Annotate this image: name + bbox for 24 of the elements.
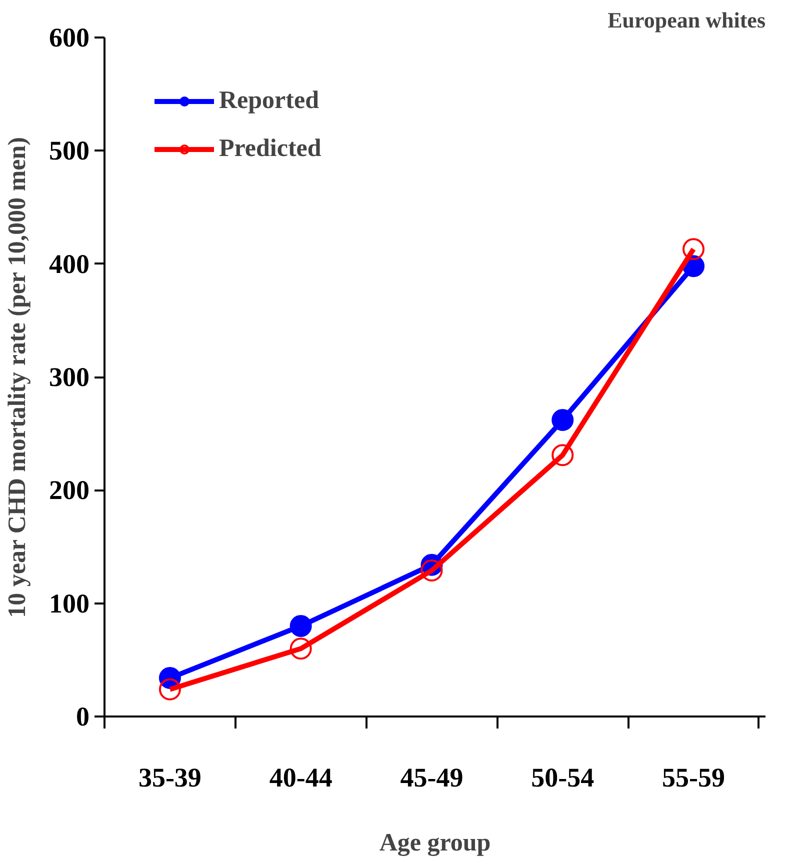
y-tick-label: 600 bbox=[49, 22, 90, 52]
y-tick-label: 500 bbox=[49, 136, 90, 166]
x-tick-label: 55-59 bbox=[662, 762, 726, 792]
point bbox=[158, 678, 181, 700]
point bbox=[682, 238, 705, 260]
chart-title: European whites bbox=[608, 8, 766, 32]
point bbox=[290, 638, 312, 660]
y-tick-label: 300 bbox=[49, 362, 90, 392]
y-tick-label: 400 bbox=[49, 248, 90, 279]
y-tick-label: 0 bbox=[76, 702, 90, 732]
y-axis-title: 10 year CHD mortality rate (per 10,000 men) bbox=[4, 136, 31, 618]
point bbox=[290, 614, 312, 637]
x-tick-label: 40-44 bbox=[269, 762, 332, 792]
point bbox=[552, 409, 574, 431]
y-tick-label: 200 bbox=[49, 475, 90, 506]
x-tick-label: 35-39 bbox=[138, 762, 202, 792]
x-tick-label: 50-54 bbox=[531, 762, 594, 792]
legend-label: Predicted bbox=[219, 135, 322, 163]
x-tick-label: 45-49 bbox=[400, 762, 464, 792]
x-axis-title: Age group bbox=[379, 830, 491, 856]
point bbox=[420, 560, 443, 582]
point bbox=[552, 444, 574, 466]
legend-label: Reported bbox=[219, 87, 319, 115]
y-tick-label: 100 bbox=[49, 588, 90, 618]
